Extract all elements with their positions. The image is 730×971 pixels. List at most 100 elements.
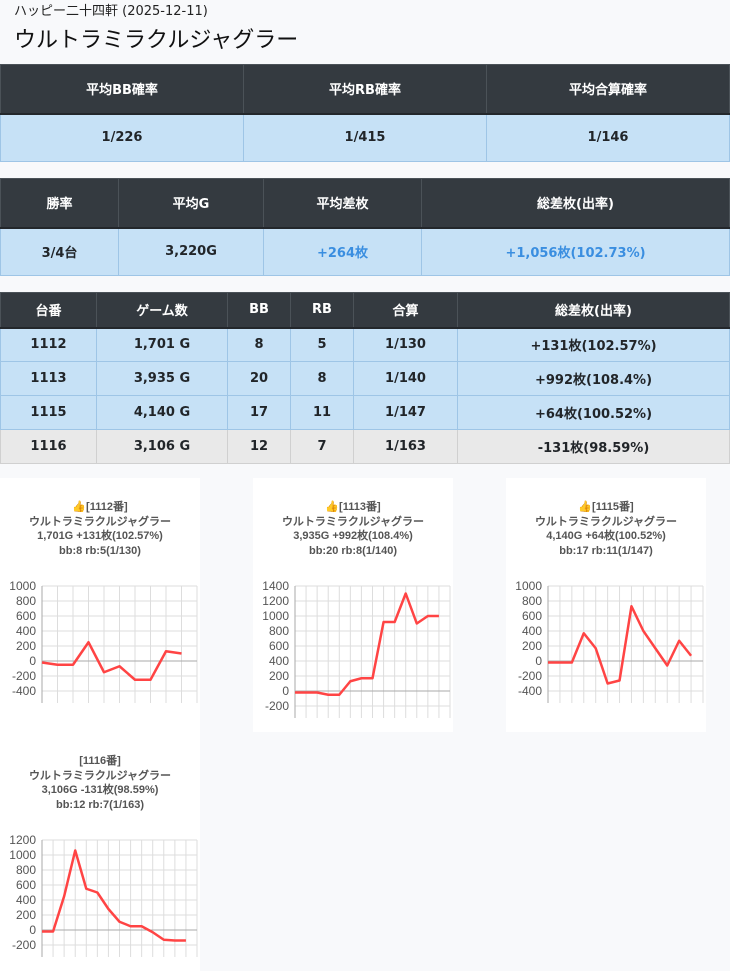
total-diff: +1,056枚(102.73%) bbox=[422, 228, 730, 276]
table-cell: 12 bbox=[228, 430, 291, 464]
y-tick-label: 400 bbox=[522, 624, 542, 638]
y-tick-label: 1400 bbox=[262, 579, 289, 593]
table-cell: 1113 bbox=[1, 362, 97, 396]
chart-title-line: ウルトラミラクルジャグラー bbox=[0, 515, 200, 530]
y-tick-label: 400 bbox=[16, 624, 36, 638]
y-tick-label: 200 bbox=[522, 639, 542, 653]
table-cell: 5 bbox=[291, 328, 354, 362]
table-cell: 1/163 bbox=[354, 430, 458, 464]
y-tick-label: 200 bbox=[16, 639, 36, 653]
y-tick-label: 600 bbox=[16, 878, 36, 892]
avg-bb: 1/226 bbox=[1, 114, 244, 162]
y-tick-label: 1000 bbox=[9, 848, 36, 862]
y-tick-label: -200 bbox=[518, 669, 542, 683]
chart-title-line: 3,106G -131枚(98.59%) bbox=[0, 783, 200, 798]
chart-title-line: 3,935G +992枚(108.4%) bbox=[253, 529, 453, 544]
y-tick-label: 800 bbox=[269, 624, 289, 638]
table-cell: 4,140 G bbox=[97, 396, 228, 430]
store-date: ハッピー二十四軒 (2025-12-11) bbox=[14, 0, 208, 19]
series-line bbox=[42, 851, 186, 941]
y-tick-label: 600 bbox=[269, 639, 289, 653]
col-header: 平均BB確率 bbox=[1, 65, 244, 114]
y-tick-label: 0 bbox=[29, 654, 36, 668]
col-header: 平均差枚 bbox=[264, 179, 422, 228]
y-tick-label: 600 bbox=[522, 609, 542, 623]
y-tick-label: 200 bbox=[269, 669, 289, 683]
col-header: 平均合算確率 bbox=[487, 65, 730, 114]
y-tick-label: 200 bbox=[16, 908, 36, 922]
chart-title-line: 👍[1112番] bbox=[0, 500, 200, 515]
table-cell: 8 bbox=[291, 362, 354, 396]
col-header: BB bbox=[228, 293, 291, 328]
y-tick-label: 1000 bbox=[9, 579, 36, 593]
chart-title-line: 👍[1113番] bbox=[253, 500, 453, 515]
chart-title-line: 4,140G +64枚(100.52%) bbox=[506, 529, 706, 544]
col-header: 台番 bbox=[1, 293, 97, 328]
chart-title-line: [1116番] bbox=[0, 754, 200, 769]
y-tick-label: 1200 bbox=[9, 833, 36, 847]
chart-title-line: bb:8 rb:5(1/130) bbox=[0, 544, 200, 559]
col-header: ゲーム数 bbox=[97, 293, 228, 328]
y-tick-label: 800 bbox=[16, 863, 36, 877]
y-tick-label: 0 bbox=[535, 654, 542, 668]
y-tick-label: 800 bbox=[16, 594, 36, 608]
chart-title-line: 1,701G +131枚(102.57%) bbox=[0, 529, 200, 544]
table-cell: 1,701 G bbox=[97, 328, 228, 362]
win-rate: 3/4台 bbox=[1, 228, 119, 276]
chart-title-line: bb:12 rb:7(1/163) bbox=[0, 798, 200, 813]
table-cell: 8 bbox=[228, 328, 291, 362]
y-tick-label: 400 bbox=[16, 893, 36, 907]
col-header: 総差枚(出率) bbox=[422, 179, 730, 228]
y-tick-label: 1000 bbox=[262, 609, 289, 623]
y-tick-label: 400 bbox=[269, 654, 289, 668]
col-header: 総差枚(出率) bbox=[458, 293, 730, 328]
table-cell: 11 bbox=[291, 396, 354, 430]
table-cell: +64枚(100.52%) bbox=[458, 396, 730, 430]
chart-title-line: ウルトラミラクルジャグラー bbox=[506, 515, 706, 530]
avg-rb: 1/415 bbox=[244, 114, 487, 162]
y-tick-label: -200 bbox=[12, 938, 36, 952]
table-cell: +131枚(102.57%) bbox=[458, 328, 730, 362]
col-header: 勝率 bbox=[1, 179, 119, 228]
y-tick-label: 0 bbox=[282, 684, 289, 698]
avg-games: 3,220G bbox=[119, 228, 264, 276]
avg-total: 1/146 bbox=[487, 114, 730, 162]
y-tick-label: 1200 bbox=[262, 594, 289, 608]
col-header: 平均RB確率 bbox=[244, 65, 487, 114]
col-header: RB bbox=[291, 293, 354, 328]
series-line bbox=[295, 594, 439, 695]
table-cell: 3,106 G bbox=[97, 430, 228, 464]
table-cell: 7 bbox=[291, 430, 354, 464]
table-cell: 1/130 bbox=[354, 328, 458, 362]
y-tick-label: 0 bbox=[29, 923, 36, 937]
page-title: ウルトラミラクルジャグラー bbox=[14, 22, 298, 54]
table-cell: -131枚(98.59%) bbox=[458, 430, 730, 464]
table-cell: 17 bbox=[228, 396, 291, 430]
table-cell: 20 bbox=[228, 362, 291, 396]
y-tick-label: 600 bbox=[16, 609, 36, 623]
table-cell: 1/140 bbox=[354, 362, 458, 396]
chart-title-line: 👍[1115番] bbox=[506, 500, 706, 515]
table-cell: 1116 bbox=[1, 430, 97, 464]
col-header: 合算 bbox=[354, 293, 458, 328]
table-cell: 1/147 bbox=[354, 396, 458, 430]
chart-title-line: ウルトラミラクルジャグラー bbox=[253, 515, 453, 530]
table-cell: +992枚(108.4%) bbox=[458, 362, 730, 396]
table-cell: 1112 bbox=[1, 328, 97, 362]
